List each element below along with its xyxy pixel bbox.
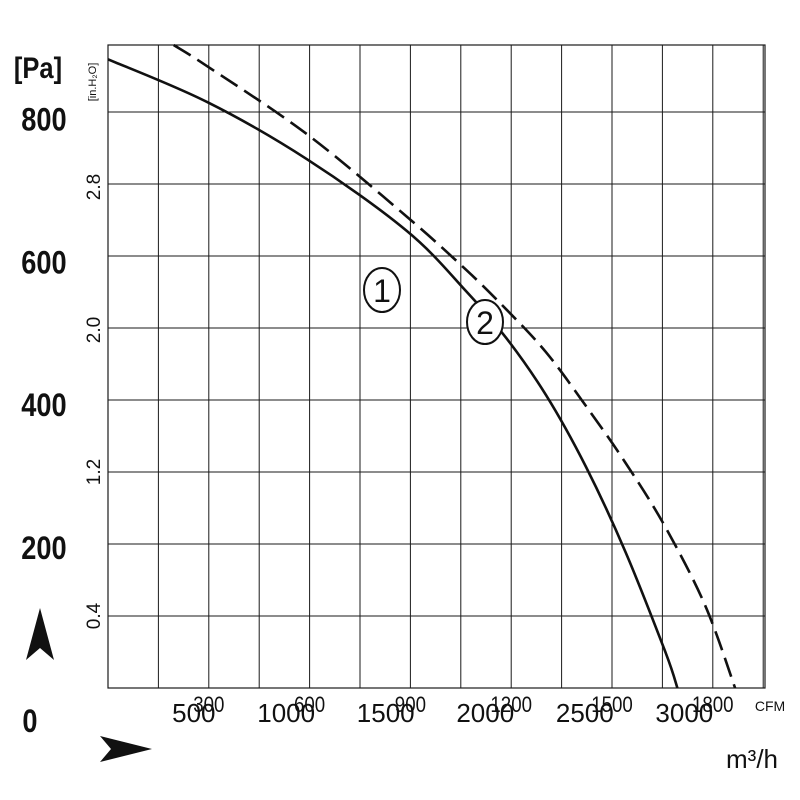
y-tick-inh2o: 2.8 <box>84 174 105 200</box>
grid-layer <box>108 45 765 688</box>
arrow-right-icon <box>100 736 152 762</box>
y-tick-pa: 800 <box>21 102 66 138</box>
series-label-circle <box>363 267 401 313</box>
x-tick-cfm: 1500 <box>591 694 633 718</box>
y-tick-pa: 200 <box>21 531 66 567</box>
x-axis-cfm-unit: CFM <box>755 698 785 714</box>
y-tick-pa: 0 <box>22 704 37 740</box>
x-tick-m3h: 2500 <box>556 698 614 728</box>
y-axis-pa-unit: [Pa] <box>14 51 62 84</box>
y-tick-inh2o: 1.2 <box>84 459 105 485</box>
y-tick-pa: 600 <box>21 245 66 281</box>
y-axis-inh2o-unit: [in.H₂O] <box>87 63 99 102</box>
x-tick-cfm: 1200 <box>490 694 532 718</box>
x-tick-cfm: 300 <box>193 694 224 718</box>
plot-frame <box>107 44 766 689</box>
x-tick-cfm: 1800 <box>692 694 734 718</box>
x-tick-cfm: 600 <box>294 694 325 718</box>
y-tick-pa: 400 <box>21 388 66 424</box>
x-tick-m3h: 500 <box>172 698 215 728</box>
series-label-1: 1 <box>363 267 401 313</box>
series-label-text: 1 <box>373 273 391 309</box>
arrow-up-icon <box>26 608 54 660</box>
labels-layer: 1 2 [Pa] 0 200 400 600 800 [in.H₂O] 0.4 1.2 2.0 2.8 3… <box>14 51 785 774</box>
x-tick-m3h: 1000 <box>257 698 315 728</box>
x-tick-m3h: 1500 <box>357 698 415 728</box>
series-layer <box>108 43 737 688</box>
series-label-text: 2 <box>476 305 494 341</box>
series-label-circle <box>466 299 504 345</box>
plot-border <box>107 44 766 689</box>
x-tick-cfm: 900 <box>395 694 426 718</box>
series-clip-group <box>108 43 737 688</box>
series-label-2: 2 <box>466 299 504 345</box>
y-tick-inh2o: 0.4 <box>84 602 105 629</box>
series-line-1 <box>108 58 679 688</box>
x-axis-m3h-unit: m³/h <box>726 744 778 774</box>
x-tick-m3h: 3000 <box>655 698 713 728</box>
y-tick-inh2o: 2.0 <box>84 317 105 343</box>
x-tick-m3h: 2000 <box>456 698 514 728</box>
series-line-2 <box>172 43 737 688</box>
